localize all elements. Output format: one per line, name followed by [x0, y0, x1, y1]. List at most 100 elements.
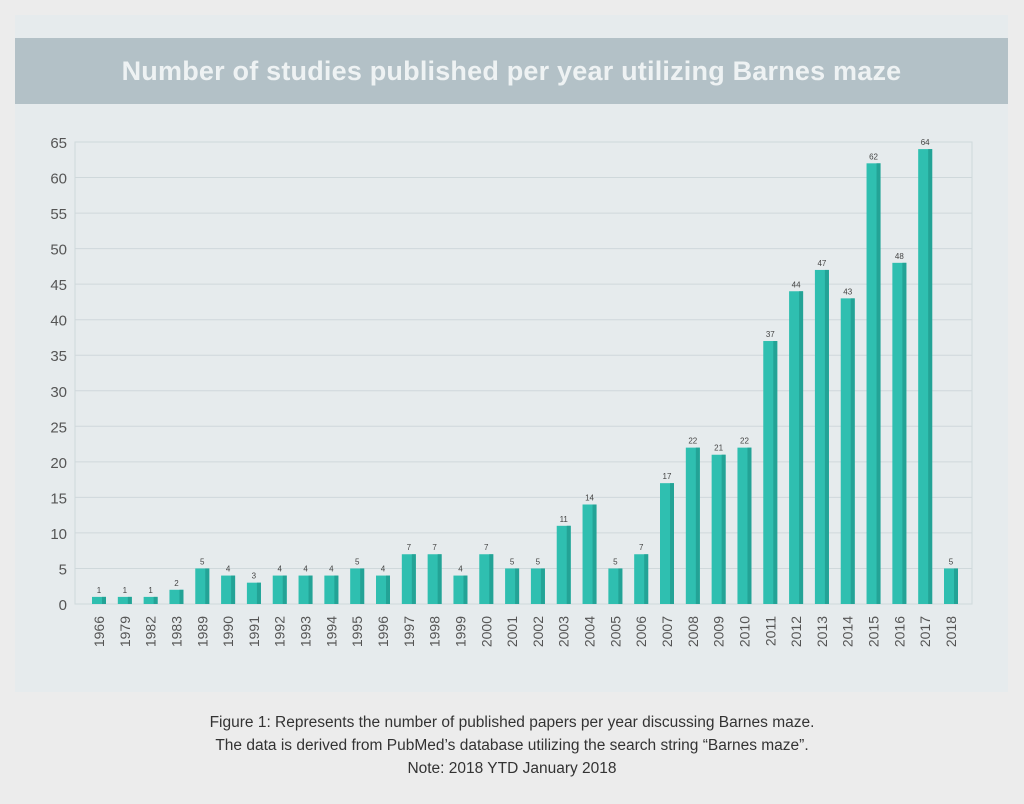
x-tick-label: 2007 — [659, 616, 675, 647]
data-label: 4 — [226, 565, 231, 574]
y-tick-label: 15 — [50, 490, 67, 507]
data-label: 7 — [407, 543, 412, 552]
y-tick-label: 35 — [50, 348, 67, 365]
x-tick-label: 2002 — [530, 616, 546, 647]
data-label: 47 — [817, 259, 826, 268]
data-label: 4 — [303, 565, 308, 574]
caption-line-1: Figure 1: Represents the number of publi… — [209, 714, 815, 731]
data-label: 1 — [123, 586, 128, 595]
bar-shade — [153, 596, 158, 604]
x-tick-label: 1993 — [298, 616, 314, 647]
x-tick-label: 2005 — [607, 616, 623, 647]
y-tick-label: 50 — [50, 242, 67, 259]
data-label: 7 — [639, 543, 644, 552]
bar-shade — [721, 454, 726, 604]
bar-shade — [902, 262, 907, 604]
data-label: 64 — [921, 138, 930, 147]
x-tick-label: 2001 — [504, 616, 520, 647]
y-tick-label: 0 — [59, 597, 67, 614]
bar-shade — [515, 568, 520, 604]
data-label: 62 — [869, 152, 878, 161]
data-label: 5 — [536, 557, 541, 566]
data-label: 14 — [585, 493, 594, 502]
x-tick-label: 1997 — [401, 616, 417, 647]
bar-shade — [695, 447, 700, 604]
x-tick-label: 1991 — [246, 616, 262, 647]
bar-shade — [824, 269, 829, 604]
bar-shade — [127, 596, 132, 604]
x-tick-label: 2014 — [840, 616, 856, 647]
bar-shade — [334, 575, 339, 604]
data-label: 4 — [329, 565, 334, 574]
x-tick-label: 1966 — [91, 616, 107, 647]
data-label: 4 — [381, 565, 386, 574]
data-label: 5 — [200, 557, 205, 566]
bar-shade — [540, 568, 545, 604]
data-label: 1 — [148, 586, 153, 595]
data-label: 5 — [510, 557, 515, 566]
title-band: Number of studies published per year uti… — [15, 38, 1008, 104]
bar-shade — [282, 575, 287, 604]
x-tick-label: 1999 — [452, 616, 468, 647]
x-tick-label: 2004 — [582, 616, 598, 647]
bar-shade — [463, 575, 468, 604]
x-tick-label: 2012 — [788, 616, 804, 647]
chart-title: Number of studies published per year uti… — [121, 55, 902, 86]
data-label: 4 — [278, 565, 283, 574]
bar-shade — [850, 298, 855, 604]
data-label: 7 — [484, 543, 489, 552]
data-label: 5 — [949, 557, 954, 566]
bar-shade — [928, 149, 933, 604]
bar-shade — [773, 341, 778, 604]
bar-shade — [489, 554, 494, 604]
x-tick-label: 2009 — [711, 616, 727, 647]
y-tick-label: 45 — [50, 277, 67, 294]
y-tick-label: 60 — [50, 171, 67, 188]
x-tick-label: 2011 — [762, 616, 778, 646]
y-tick-label: 10 — [50, 526, 67, 543]
x-tick-label: 2016 — [891, 616, 907, 647]
y-tick-label: 20 — [50, 455, 67, 472]
bar-shade — [179, 589, 184, 604]
bar-shade — [618, 568, 623, 604]
x-tick-label: 2000 — [478, 616, 494, 647]
data-label: 43 — [843, 287, 852, 296]
data-label: 4 — [458, 565, 463, 574]
x-tick-label: 1983 — [168, 616, 184, 647]
data-label: 1 — [97, 586, 102, 595]
bar-shade — [360, 568, 365, 604]
x-tick-label: 2010 — [736, 616, 752, 647]
bar-shade — [799, 291, 804, 604]
data-label: 22 — [688, 437, 697, 446]
bar-shade — [256, 582, 261, 604]
bar — [117, 596, 132, 604]
data-label: 11 — [560, 515, 569, 524]
data-label: 2 — [174, 579, 179, 588]
data-label: 3 — [252, 572, 257, 581]
y-tick-label: 65 — [50, 135, 67, 152]
data-label: 22 — [740, 437, 749, 446]
x-tick-label: 1982 — [143, 616, 159, 647]
bar-shade — [566, 525, 571, 604]
data-label: 5 — [355, 557, 360, 566]
y-tick-label: 40 — [50, 313, 67, 330]
x-tick-label: 1996 — [375, 616, 391, 647]
data-label: 21 — [714, 444, 723, 453]
data-label: 48 — [895, 252, 904, 261]
bar-shade — [954, 568, 958, 604]
bar-shade — [205, 568, 210, 604]
bar-shade — [411, 554, 416, 604]
x-tick-label: 2008 — [685, 616, 701, 647]
data-label: 17 — [663, 472, 672, 481]
bar-shade — [102, 596, 106, 604]
bar-shade — [747, 447, 752, 604]
bar-shade — [670, 483, 674, 604]
caption-line-2: The data is derived from PubMed’s databa… — [215, 737, 809, 754]
x-tick-label: 1989 — [194, 616, 210, 647]
data-label: 7 — [432, 543, 437, 552]
data-label: 44 — [792, 280, 801, 289]
y-tick-label: 5 — [59, 561, 67, 578]
bar-shade — [386, 575, 390, 604]
x-tick-label: 1979 — [117, 616, 133, 647]
x-tick-label: 2006 — [633, 616, 649, 647]
